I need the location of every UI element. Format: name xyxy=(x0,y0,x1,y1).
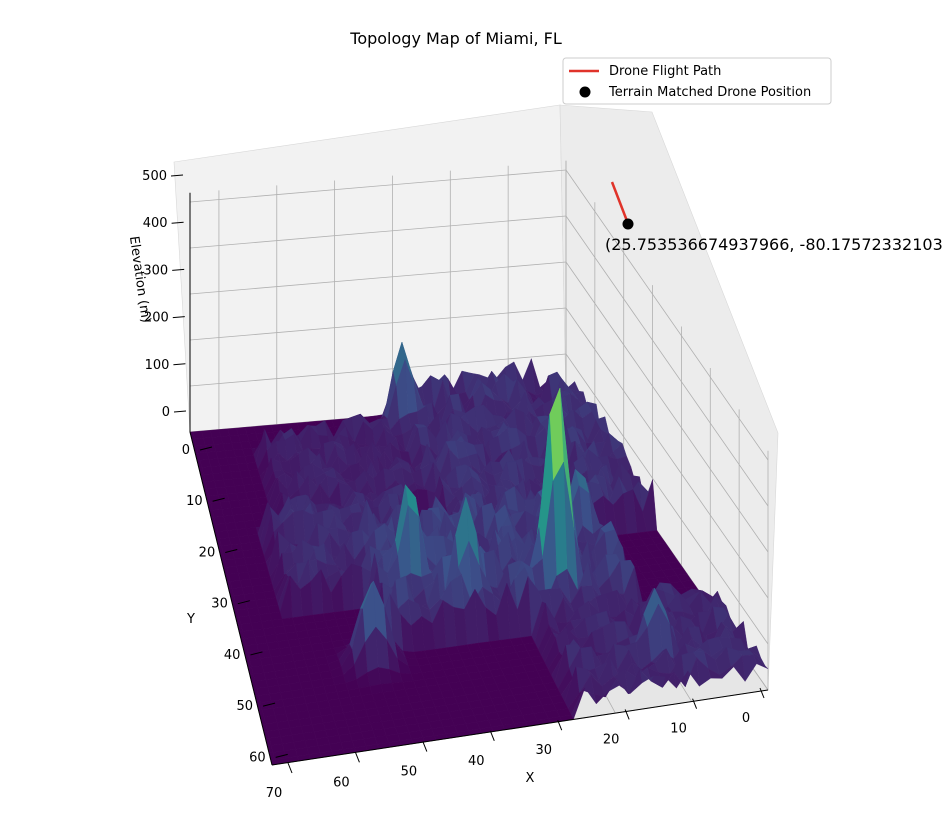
x-axis-label: X xyxy=(526,771,535,786)
side-grid-z xyxy=(565,353,769,645)
x-tick-mark xyxy=(692,698,698,709)
z-tick-label: 0 xyxy=(162,405,170,420)
back-pane-right xyxy=(559,104,779,691)
legend-marker-swatch xyxy=(579,86,591,98)
x-tick-mark xyxy=(422,741,428,752)
surface-cell xyxy=(217,530,230,539)
x-tick-label: 40 xyxy=(468,754,485,769)
z-tick-label: 500 xyxy=(142,169,167,184)
y-tick-label: 10 xyxy=(186,494,203,509)
y-tick-mark xyxy=(212,497,225,502)
x-axis-ticks: 0 10 20 30 40 50 60 70 xyxy=(266,687,765,801)
elevation-surface xyxy=(189,341,769,766)
z-tick-mark xyxy=(170,174,184,177)
chart-title: Topology Map of Miami, FL xyxy=(349,29,562,48)
surface-cell xyxy=(233,594,246,604)
x-axis-line xyxy=(271,689,769,766)
surface-cell xyxy=(224,558,237,568)
drone-flight-path xyxy=(610,181,629,222)
back-grid-z xyxy=(189,215,567,249)
surface-cell xyxy=(238,571,251,581)
side-grid-z xyxy=(565,261,769,553)
x-tick-label: 10 xyxy=(670,722,687,737)
axes-frame xyxy=(189,192,769,766)
y-tick-mark xyxy=(199,446,213,451)
surface-cell xyxy=(227,529,239,538)
legend-box xyxy=(562,57,832,105)
y-tick-mark xyxy=(275,753,288,758)
y-tick-mark xyxy=(250,651,263,656)
x-tick-mark xyxy=(624,709,630,720)
surface-cell xyxy=(236,564,249,574)
y-tick-mark xyxy=(262,702,276,707)
y-axis-label: Y xyxy=(186,612,195,627)
y-tick-label: 40 xyxy=(224,648,241,663)
back-grid-z xyxy=(189,353,567,387)
surface-cell xyxy=(241,585,255,595)
side-grid-z xyxy=(565,169,769,461)
x-tick-mark xyxy=(354,752,360,763)
surface-cell xyxy=(210,501,223,511)
y-tick-label: 0 xyxy=(182,443,190,458)
surface-cell xyxy=(219,537,232,547)
side-grid-z xyxy=(565,307,769,599)
x-tick-label: 60 xyxy=(333,775,350,790)
z-tick-mark xyxy=(173,363,186,366)
x-tick-label: 0 xyxy=(742,711,750,726)
drone-position-marker xyxy=(622,218,634,230)
back-grid-z xyxy=(189,307,567,341)
x-tick-label: 70 xyxy=(266,786,283,801)
surface-cell xyxy=(229,580,243,589)
surface-cell xyxy=(249,577,263,587)
legend-label-drone-position: Terrain Matched Drone Position xyxy=(608,85,811,100)
x-tick-label: 20 xyxy=(603,732,620,747)
x-tick-mark xyxy=(759,687,765,699)
y-axis-ticks: 0 10 20 30 40 50 60 xyxy=(182,443,288,765)
z-tick-label: 300 xyxy=(143,263,168,278)
x-tick-label: 30 xyxy=(535,743,552,758)
y-tick-mark xyxy=(225,548,238,553)
z-axis-ticks: 0 100 200 300 400 500 xyxy=(142,169,187,420)
x-tick-mark xyxy=(489,730,495,742)
z-axis-label: Elevation (m) xyxy=(126,235,153,324)
y-tick-label: 20 xyxy=(199,545,216,560)
surface-cell xyxy=(259,576,273,586)
surface-cell xyxy=(228,536,241,545)
side-grid-z xyxy=(565,215,769,507)
z-tick-label: 400 xyxy=(143,216,168,231)
surface-cell xyxy=(228,572,241,582)
legend: Drone Flight Path Terrain Matched Drone … xyxy=(562,57,832,105)
surface-cell xyxy=(232,550,245,560)
x-tick-mark xyxy=(287,762,293,774)
back-grid-z xyxy=(189,261,567,295)
z-tick-label: 200 xyxy=(144,311,169,326)
surface-cell xyxy=(222,551,235,561)
surface-cell xyxy=(226,565,239,575)
x-tick-label: 50 xyxy=(401,765,418,780)
y-tick-mark xyxy=(237,600,250,605)
z-tick-mark xyxy=(172,316,185,319)
drone-coordinate-annotation: (25.753536674937966, -80.17572332103 xyxy=(605,235,943,254)
x-tick-mark xyxy=(557,719,563,731)
surface-cell xyxy=(255,598,269,608)
z-tick-mark xyxy=(173,410,187,413)
y-tick-label: 50 xyxy=(237,699,254,714)
z-tick-mark xyxy=(171,221,184,224)
surface-cell xyxy=(253,591,267,601)
z-tick-mark xyxy=(172,268,185,271)
y-tick-label: 30 xyxy=(211,597,228,612)
y-tick-label: 60 xyxy=(249,750,266,765)
surface-cell xyxy=(231,587,245,596)
back-grid-z xyxy=(189,169,567,203)
legend-label-flight-path: Drone Flight Path xyxy=(609,64,721,79)
z-tick-label: 100 xyxy=(145,358,170,373)
y-axis-line xyxy=(189,431,273,766)
